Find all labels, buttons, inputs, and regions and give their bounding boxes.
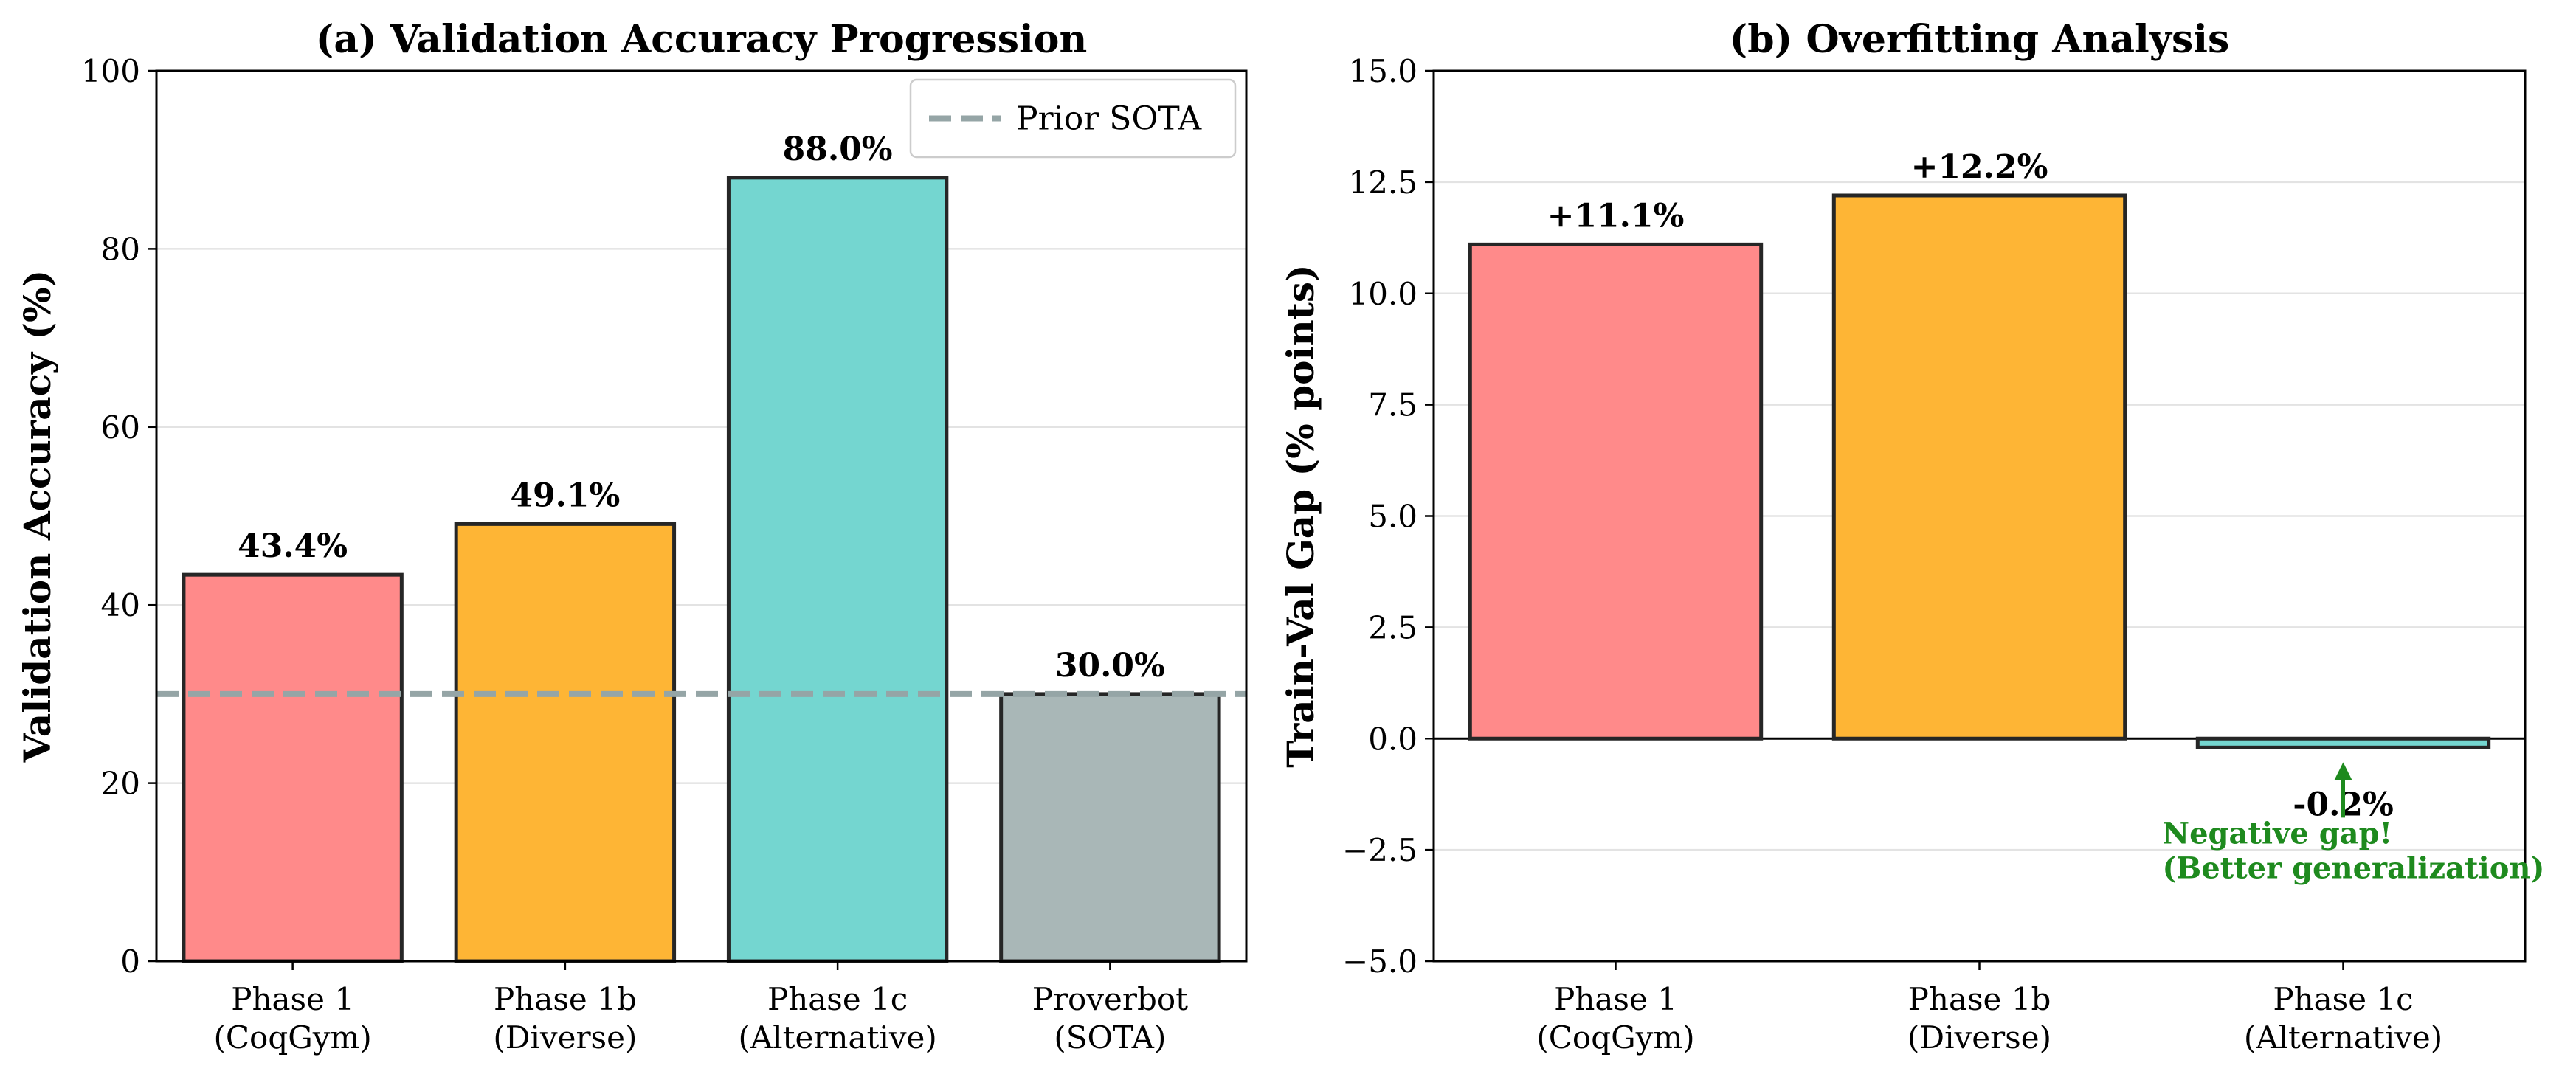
y-tick-label: 15.0 (1348, 53, 1418, 89)
x-tick-label: Phase 1b (1908, 981, 2051, 1017)
bar[interactable] (726, 176, 949, 963)
y-tick-label: 60 (101, 409, 140, 446)
value-label: 49.1% (510, 477, 620, 514)
y-axis-label: Validation Accuracy (%) (15, 270, 59, 763)
chart-overfitting-analysis: +11.1% Phase 1(CoqGym) +12.2% Phase 1b(Dive… (1279, 17, 2544, 1056)
bar[interactable] (999, 692, 1221, 963)
x-tick-label: Phase 1c (767, 981, 908, 1017)
x-tick-label: (Alternative) (738, 1019, 936, 1056)
bar[interactable] (2195, 736, 2491, 749)
y-tick-label: 2.5 (1368, 609, 1418, 645)
bar[interactable] (1831, 193, 2127, 741)
y-tick-label: 7.5 (1368, 387, 1418, 423)
value-label: 88.0% (783, 131, 893, 168)
bar[interactable] (182, 572, 404, 963)
value-label: 30.0% (1055, 647, 1165, 685)
y-tick-label: −5.0 (1342, 943, 1418, 980)
y-tick-label: 100 (81, 53, 140, 89)
annotation-arrowhead (2334, 762, 2352, 780)
annotation-text: (Better generalization) (2163, 851, 2545, 885)
value-label: 43.4% (238, 527, 348, 565)
y-tick-label: 12.5 (1348, 165, 1418, 201)
x-tick-label: (SOTA) (1054, 1019, 1166, 1056)
y-tick-label: 0.0 (1368, 721, 1418, 757)
x-tick-label: Phase 1c (2273, 981, 2413, 1017)
x-tick-label: Phase 1 (231, 981, 354, 1017)
plot-frame (155, 69, 1248, 963)
y-tick-label: −2.5 (1342, 832, 1418, 868)
y-tick-label: 20 (101, 766, 140, 802)
y-axis-label: Train-Val Gap (% points) (1279, 264, 1322, 767)
annotation-text: Negative gap! (2163, 816, 2393, 851)
y-tick-label: 0 (120, 943, 140, 980)
bar[interactable] (454, 522, 677, 963)
chart-title: (a) Validation Accuracy Progression (316, 17, 1088, 62)
x-tick-label: (Diverse) (1907, 1019, 2051, 1056)
x-tick-label: Proverbot (1032, 981, 1188, 1017)
value-label: +11.1% (1547, 197, 1685, 235)
value-label: +12.2% (1911, 148, 2048, 186)
y-tick-label: 40 (101, 587, 140, 623)
chart-title: (b) Overfitting Analysis (1730, 17, 2230, 62)
bar[interactable] (1468, 242, 1764, 741)
x-tick-label: Phase 1 (1554, 981, 1677, 1017)
legend-label: Prior SOTA (1016, 100, 1202, 138)
x-tick-label: (CoqGym) (1536, 1019, 1694, 1056)
x-tick-label: Phase 1b (494, 981, 637, 1017)
legend: Prior SOTA (909, 78, 1237, 159)
plot-frame (1432, 69, 2527, 963)
y-tick-label: 5.0 (1368, 499, 1418, 535)
legend-box (909, 78, 1237, 159)
chart-validation-accuracy: 43.4% Phase 1(CoqGym) 49.1% Phase 1b(Divers… (15, 17, 1248, 1056)
y-tick-label: 10.0 (1348, 276, 1418, 312)
x-tick-label: (Diverse) (493, 1019, 637, 1056)
x-tick-label: (CoqGym) (214, 1019, 372, 1056)
x-tick-label: (Alternative) (2244, 1019, 2442, 1056)
y-tick-label: 80 (101, 231, 140, 267)
